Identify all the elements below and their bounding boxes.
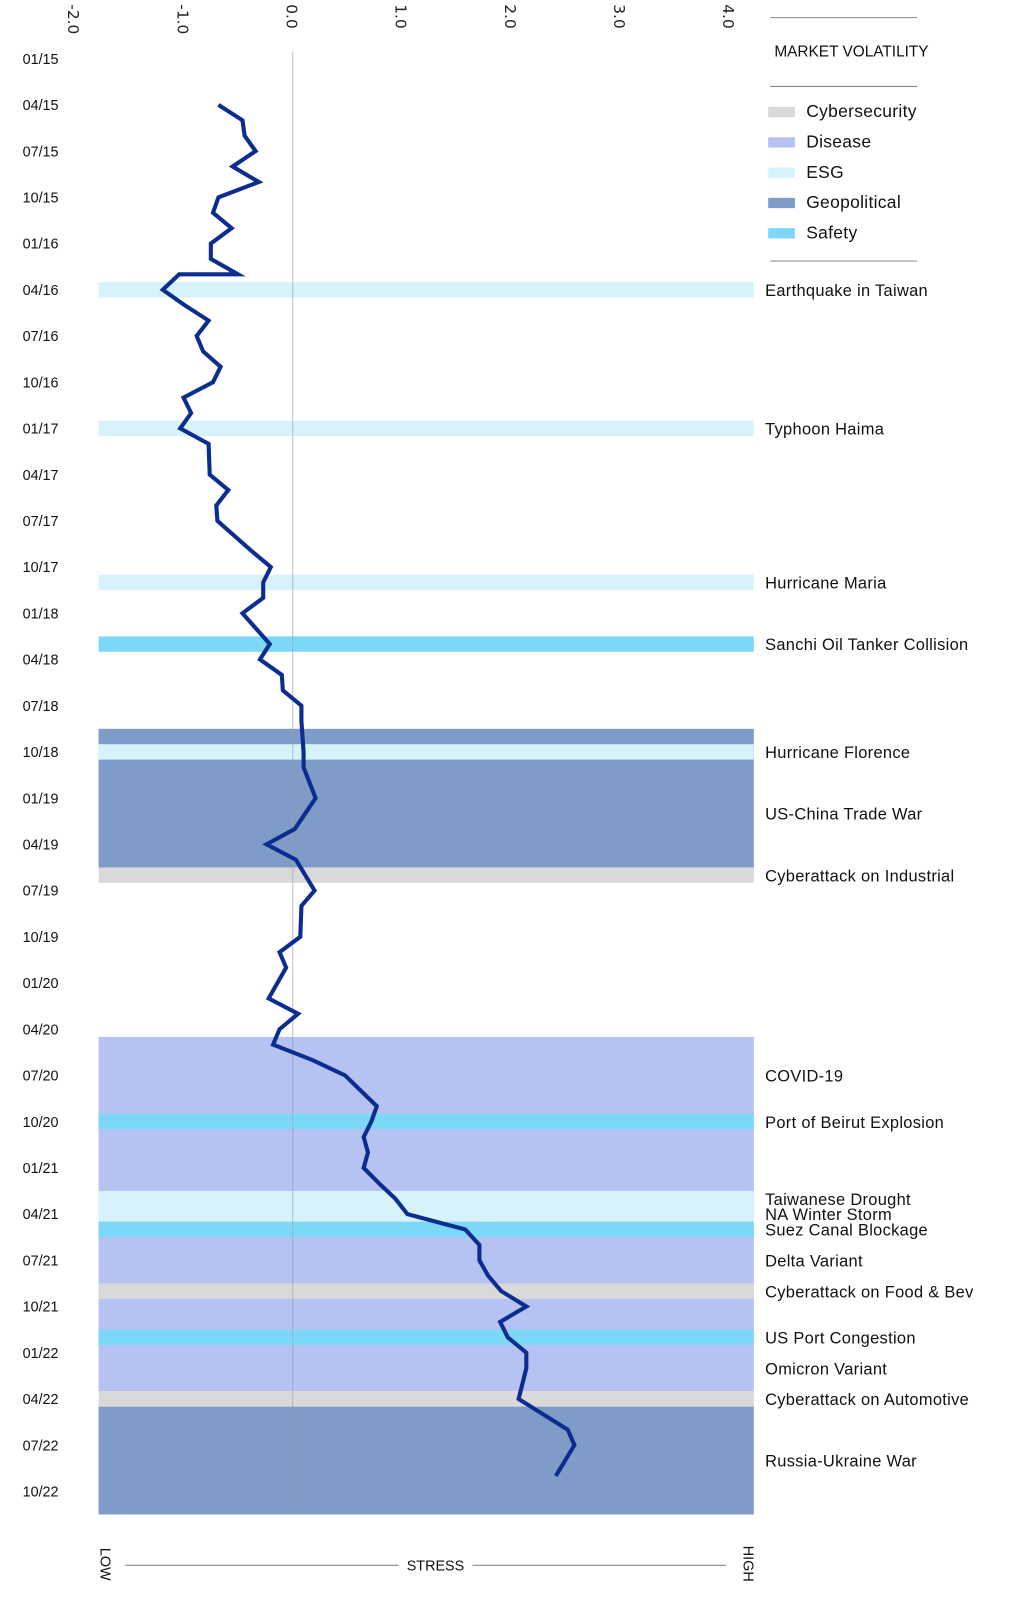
- event-label: US-China Trade War: [765, 806, 923, 824]
- date-tick-label: 10/20: [23, 1115, 59, 1131]
- event-label: COVID-19: [765, 1068, 843, 1086]
- value-tick-label: -2.0: [64, 4, 82, 34]
- date-tick-label: 01/16: [23, 237, 59, 253]
- legend-label: ESG: [806, 162, 844, 182]
- date-tick-label: 04/20: [23, 1022, 59, 1038]
- date-tick-label: 04/19: [23, 837, 59, 853]
- value-tick-label: 2.0: [501, 4, 519, 28]
- date-tick-label: 07/20: [23, 1069, 59, 1085]
- low-label: LOW: [97, 1548, 113, 1581]
- legend-title: MARKET VOLATILITY: [774, 44, 928, 61]
- date-tick-label: 04/17: [23, 468, 59, 484]
- event-label: US Port Congestion: [765, 1329, 916, 1347]
- band-safety: [98, 1329, 754, 1346]
- date-tick-label: 04/21: [23, 1207, 59, 1223]
- event-label: Sanchi Oil Tanker Collision: [765, 636, 968, 654]
- date-tick-label: 07/18: [23, 699, 59, 715]
- date-tick-label: 07/22: [23, 1438, 59, 1454]
- date-tick-label: 07/17: [23, 514, 59, 530]
- legend-swatch-cybersecurity: [768, 106, 795, 118]
- event-label: Hurricane Florence: [765, 744, 910, 762]
- date-tick-label: 04/15: [23, 98, 59, 114]
- event-label: Suez Canal Blockage: [765, 1222, 928, 1240]
- band-esg: [98, 1190, 754, 1222]
- legend-swatch-safety: [768, 228, 795, 239]
- value-tick-label: 1.0: [392, 4, 410, 28]
- stress-scale: LOW STRESS HIGH: [97, 1546, 756, 1582]
- date-tick-label: 07/16: [23, 329, 59, 345]
- event-label: Cyberattack on Automotive: [765, 1391, 969, 1409]
- band-geopolitical: [98, 1406, 754, 1515]
- event-label: Taiwanese Drought: [765, 1191, 911, 1209]
- value-tick-label: -1.0: [173, 4, 191, 34]
- legend-label: Safety: [806, 222, 857, 242]
- date-tick-label: 01/18: [23, 606, 59, 622]
- date-tick-label: 01/19: [23, 791, 59, 807]
- band-esg: [98, 574, 754, 591]
- value-axis-ticks: -2.0 -1.0 0.0 1.0 2.0 3.0 4.0: [64, 4, 737, 34]
- date-tick-label: 01/22: [23, 1346, 59, 1362]
- event-label: Typhoon Haima: [765, 421, 885, 439]
- date-tick-label: 04/22: [23, 1392, 59, 1408]
- event-label: Omicron Variant: [765, 1360, 887, 1378]
- legend-label: Disease: [806, 132, 871, 152]
- band-safety: [98, 1221, 754, 1238]
- date-tick-label: 07/19: [23, 884, 59, 900]
- date-tick-label: 10/18: [23, 745, 59, 761]
- event-label: Port of Beirut Explosion: [765, 1114, 944, 1132]
- event-label: Cyberattack on Industrial: [765, 867, 954, 885]
- legend: MARKET VOLATILITY Cybersecurity Disease ES…: [768, 17, 929, 262]
- stress-series: [159, 103, 577, 1478]
- legend-swatch-esg: [768, 167, 795, 178]
- legend-label: Cybersecurity: [806, 101, 917, 121]
- legend-swatch-disease: [768, 137, 795, 148]
- event-label: Cyberattack on Food & Bev: [765, 1283, 974, 1301]
- band-cybersecurity: [98, 1283, 754, 1299]
- date-tick-label: 10/19: [23, 930, 59, 946]
- date-axis-ticks: 01/15 04/15 07/15 10/15 01/16 04/16 07/16 10/16…: [23, 52, 59, 1501]
- date-tick-label: 07/21: [23, 1253, 59, 1269]
- band-esg: [98, 282, 754, 298]
- value-tick-label: 0.0: [283, 4, 301, 28]
- date-tick-label: 04/18: [23, 653, 59, 669]
- date-tick-label: 01/15: [23, 52, 59, 68]
- date-tick-label: 01/17: [23, 422, 59, 438]
- date-tick-label: 07/15: [23, 144, 59, 160]
- event-label: NA Winter Storm: [765, 1206, 892, 1224]
- event-label: Delta Variant: [765, 1252, 863, 1270]
- date-tick-label: 01/20: [23, 976, 59, 992]
- band-cybersecurity: [98, 867, 754, 883]
- band-cybersecurity: [98, 1391, 754, 1407]
- band-esg: [98, 420, 754, 437]
- band-esg: [98, 744, 754, 760]
- event-labels: Earthquake in Taiwan Typhoon Haima Hurrica…: [765, 282, 974, 1471]
- date-tick-label: 10/17: [23, 560, 59, 576]
- date-tick-label: 01/21: [23, 1161, 59, 1177]
- date-tick-label: 10/21: [23, 1300, 59, 1316]
- event-label: Russia-Ukraine War: [765, 1453, 917, 1471]
- date-tick-label: 10/15: [23, 190, 59, 206]
- event-label: Hurricane Maria: [765, 575, 887, 593]
- high-label: HIGH: [740, 1546, 756, 1582]
- legend-swatch-geopolitical: [768, 197, 795, 209]
- legend-label: Geopolitical: [806, 192, 901, 212]
- stress-label: STRESS: [407, 1558, 464, 1574]
- event-label: Earthquake in Taiwan: [765, 282, 928, 300]
- date-tick-label: 10/22: [23, 1484, 59, 1500]
- band-safety: [98, 636, 754, 652]
- value-tick-label: 3.0: [610, 4, 628, 28]
- event-bands: [98, 282, 754, 1515]
- value-tick-label: 4.0: [719, 4, 737, 28]
- date-tick-label: 04/16: [23, 283, 59, 299]
- band-safety: [98, 1113, 754, 1130]
- date-tick-label: 10/16: [23, 375, 59, 391]
